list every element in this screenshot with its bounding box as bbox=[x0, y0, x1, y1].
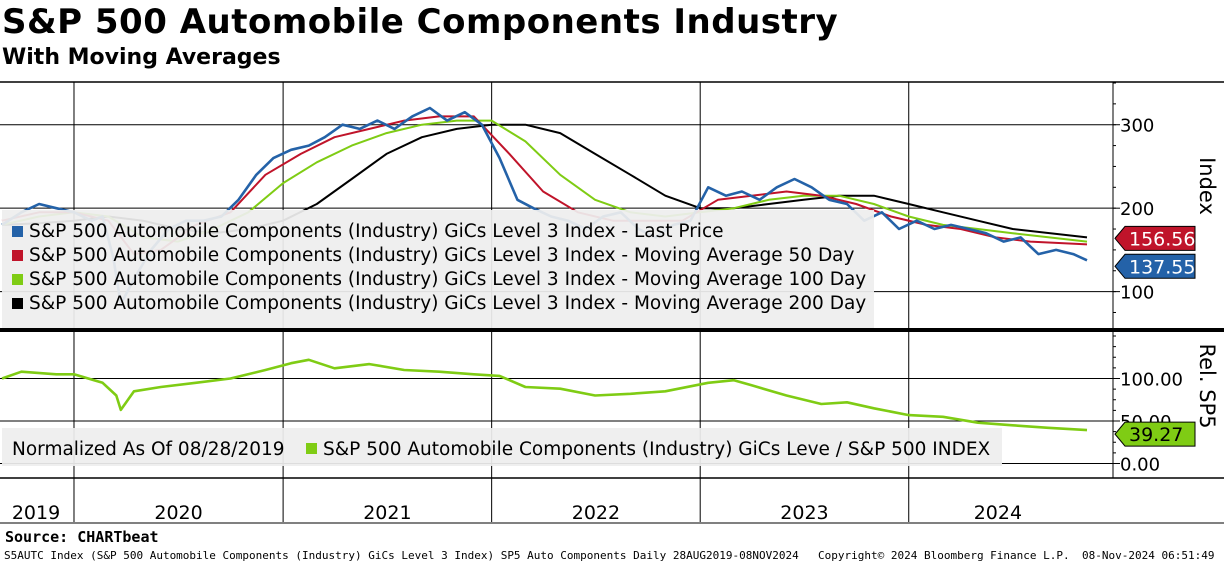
chart-subtitle: With Moving Averages bbox=[2, 45, 281, 70]
upper-y-axis-label: Index bbox=[1195, 157, 1219, 215]
last-value-tag-last_price: 137.55 bbox=[1114, 253, 1196, 279]
last-value-tag-ma50-shape bbox=[1114, 225, 1196, 251]
legend-entry-ma200: S&P 500 Automobile Components (Industry)… bbox=[29, 293, 866, 314]
legend-swatch-ma200 bbox=[12, 298, 23, 309]
lower-legend-note: Normalized As Of 08/28/2019 bbox=[12, 439, 285, 460]
x-tick-label: 2021 bbox=[363, 502, 411, 524]
upper-y-tick-label: 300 bbox=[1120, 116, 1154, 137]
lower-y-axis-label: Rel. SP5 bbox=[1195, 343, 1219, 428]
legend-swatch-ma50 bbox=[12, 250, 23, 261]
last-value-tag-ma50-label: 156.56 bbox=[1129, 228, 1195, 250]
last-value-tag-ma50: 156.56 bbox=[1114, 225, 1196, 251]
x-tick-label: 2022 bbox=[572, 502, 620, 524]
last-value-tag-last_price-shape bbox=[1114, 253, 1196, 279]
footer-timestamp: 08-Nov-2024 06:51:49 bbox=[1082, 549, 1215, 562]
x-tick-label: 2019 bbox=[12, 502, 60, 524]
last-value-tag-last_price-label: 137.55 bbox=[1129, 256, 1195, 278]
legend-entry-rel: S&P 500 Automobile Components (Industry)… bbox=[323, 439, 991, 460]
x-tick-label: 2023 bbox=[780, 502, 828, 524]
upper-legend: S&P 500 Automobile Components (Industry)… bbox=[2, 210, 874, 328]
lower-y-tick-label: 0.00 bbox=[1120, 455, 1160, 476]
legend-swatch-last_price bbox=[12, 226, 23, 237]
last-value-tag-rel-shape bbox=[1114, 421, 1196, 447]
chart-title: S&P 500 Automobile Components Industry bbox=[2, 2, 839, 42]
last-value-tag-rel: 39.27 bbox=[1114, 421, 1196, 447]
lower-legend: Normalized As Of 08/28/2019 S&P 500 Autom… bbox=[2, 428, 1002, 466]
source-note: Source: CHARTbeat bbox=[5, 528, 159, 546]
legend-swatch-rel bbox=[306, 443, 317, 454]
series-line-rel bbox=[1, 358, 1088, 432]
last-value-tag-rel-label: 39.27 bbox=[1129, 424, 1183, 446]
legend-entry-ma100: S&P 500 Automobile Components (Industry)… bbox=[29, 269, 866, 290]
lower-y-tick-label: 100.00 bbox=[1120, 370, 1183, 391]
legend-entry-last_price: S&P 500 Automobile Components (Industry)… bbox=[29, 221, 724, 242]
x-tick-label: 2020 bbox=[154, 502, 202, 524]
legend-swatch-ma100 bbox=[12, 274, 23, 285]
upper-y-tick-label: 200 bbox=[1120, 199, 1154, 220]
x-tick-label: 2024 bbox=[974, 502, 1022, 524]
upper-legend-bg bbox=[2, 210, 874, 328]
footer-copyright: Copyright© 2024 Bloomberg Finance L.P. bbox=[818, 549, 1070, 562]
footer-description: S5AUTC Index (S&P 500 Automobile Compone… bbox=[4, 549, 799, 562]
upper-y-tick-label: 100 bbox=[1120, 283, 1154, 304]
lower-legend-bg bbox=[2, 428, 1002, 466]
legend-entry-ma50: S&P 500 Automobile Components (Industry)… bbox=[29, 245, 855, 266]
